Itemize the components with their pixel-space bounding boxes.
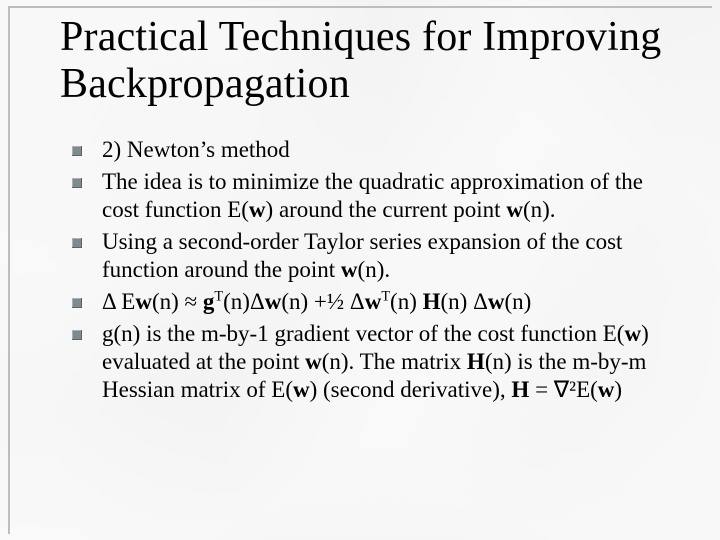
list-item-text: Using a second-order Taylor series expan… — [102, 228, 680, 284]
list-item: g(n) is the m-by-1 gradient vector of th… — [72, 320, 680, 404]
square-bullet-icon — [72, 330, 82, 340]
slide-body: 2) Newton’s method The idea is to minimi… — [72, 136, 680, 526]
square-bullet-icon — [72, 178, 82, 188]
square-bullet-icon — [72, 238, 82, 248]
square-bullet-icon — [72, 146, 82, 156]
list-item-text: The idea is to minimize the quadratic ap… — [102, 168, 680, 224]
list-item: Using a second-order Taylor series expan… — [72, 228, 680, 284]
list-item-text: 2) Newton’s method — [102, 136, 680, 164]
square-bullet-icon — [72, 298, 82, 308]
list-item: The idea is to minimize the quadratic ap… — [72, 168, 680, 224]
list-item-text: g(n) is the m-by-1 gradient vector of th… — [102, 320, 680, 404]
list-item: Δ Ew(n) ≈ gT(n)Δw(n) +½ ΔwT(n) H(n) Δw(n… — [72, 288, 680, 316]
list-item-text: Δ Ew(n) ≈ gT(n)Δw(n) +½ ΔwT(n) H(n) Δw(n… — [102, 288, 680, 316]
slide-title: Practical Techniques for Improving Backp… — [60, 14, 680, 108]
list-item: 2) Newton’s method — [72, 136, 680, 164]
